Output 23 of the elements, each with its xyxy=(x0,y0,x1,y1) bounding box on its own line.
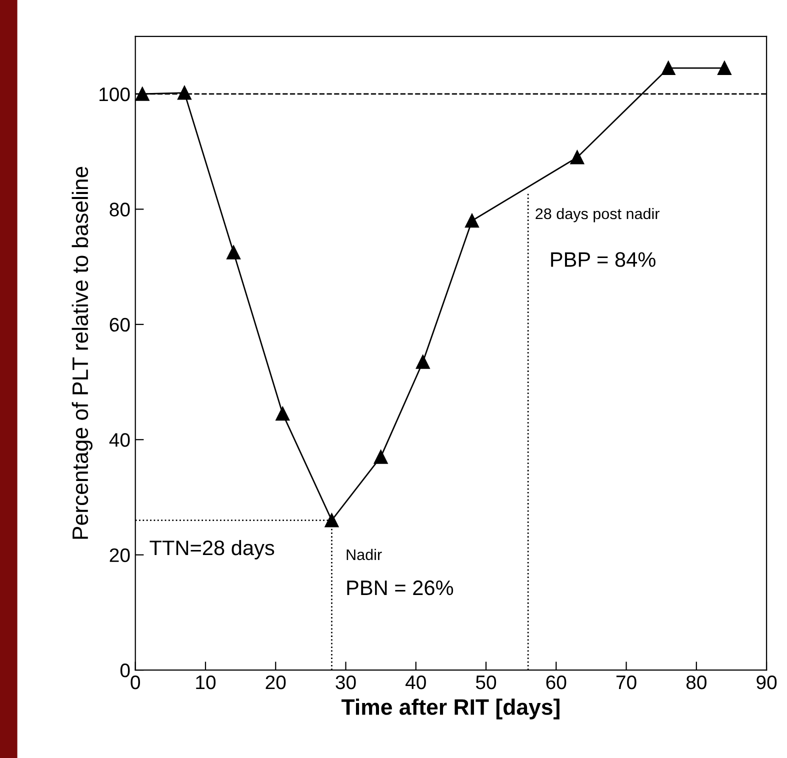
x-tick-label: 40 xyxy=(406,675,426,690)
y-tick-label: 80 xyxy=(110,202,130,216)
annotation: Nadir xyxy=(346,548,382,560)
y-tick-label: 60 xyxy=(110,318,130,332)
annotation: TTN=28 days xyxy=(150,540,274,560)
x-tick-label: 30 xyxy=(336,675,356,690)
x-tick-label: 70 xyxy=(616,675,636,690)
x-axis-title: Time after RIT [days] xyxy=(342,698,560,720)
x-tick-label: 10 xyxy=(196,675,216,690)
x-tick-label: 20 xyxy=(266,675,286,690)
x-tick-label: 90 xyxy=(756,675,777,690)
y-axis-title: Percentage of PLT relative to baseline xyxy=(72,166,93,539)
x-tick-label: 50 xyxy=(476,675,496,690)
annotation: PBN = 26% xyxy=(347,580,454,596)
y-tick-label: 40 xyxy=(109,433,130,447)
annotation: 28 days post nadir xyxy=(536,208,660,222)
annotation: PBP = 84% xyxy=(551,252,656,267)
x-tick-label: 0 xyxy=(130,675,140,690)
x-tick-label: 80 xyxy=(686,675,706,690)
y-tick-label: 100 xyxy=(100,87,130,102)
y-tick-label: 20 xyxy=(110,548,130,562)
x-tick-label: 60 xyxy=(546,675,566,690)
y-tick-label: 0 xyxy=(120,664,130,678)
